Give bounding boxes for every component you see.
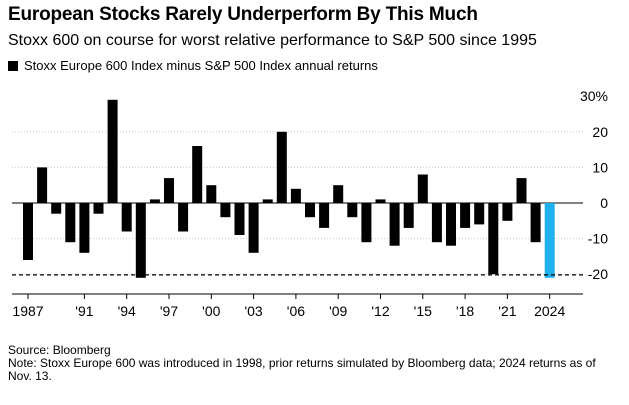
bar-2007 [305, 203, 315, 218]
bar-2010 [347, 203, 358, 218]
legend-swatch [8, 60, 18, 71]
legend: Stoxx Europe 600 Index minus S&P 500 Ind… [8, 58, 378, 73]
bar-1989 [51, 203, 62, 214]
bar-1995 [135, 203, 146, 278]
y-tick-label: 10 [592, 159, 608, 175]
x-tick-label: '15 [414, 303, 432, 319]
bar-2012 [375, 199, 386, 203]
x-tick-label: '09 [329, 303, 347, 319]
bar-2014 [403, 203, 414, 228]
chart-subtitle: Stoxx 600 on course for worst relative p… [8, 32, 537, 49]
bar-1994 [121, 203, 132, 232]
bar-2000 [206, 185, 217, 203]
bar-highlight-2024 [544, 203, 555, 278]
bar-2016 [431, 203, 442, 243]
bar-1999 [192, 146, 203, 203]
x-axis: 1987 '91 '94 '97 '00 '03 '06 '09 '12 '15 '18 '21 202… [12, 293, 583, 319]
bar-1988 [37, 167, 48, 203]
bar-2017 [446, 203, 456, 246]
x-tick-label: '94 [118, 303, 136, 319]
bar-2023 [530, 203, 541, 243]
bar-2015 [417, 174, 428, 203]
bar-2009 [333, 185, 344, 203]
bar-2006 [290, 188, 301, 203]
bar-2020 [488, 203, 499, 275]
y-tick-label: -10 [588, 231, 608, 247]
x-tick-label: 1987 [12, 303, 43, 319]
bar-chart: 30% 20 10 0 -10 -20 1987 '91 '94 '97 '00 '03 '06 '09… [12, 88, 608, 319]
x-tick-label: '06 [287, 303, 305, 319]
bar-1991 [79, 203, 90, 253]
source-note: Source: Bloomberg [8, 343, 111, 357]
bar-2013 [389, 203, 400, 246]
legend-label: Stoxx Europe 600 Index minus S&P 500 Ind… [24, 58, 378, 73]
x-tick-label: '03 [244, 303, 262, 319]
bar-1993 [107, 99, 118, 203]
y-tick-label: 0 [600, 195, 608, 211]
chart-title: European Stocks Rarely Underperform By T… [8, 4, 478, 25]
x-tick-label: '97 [160, 303, 178, 319]
bar-2002 [234, 203, 245, 235]
x-tick-label: '91 [75, 303, 93, 319]
bar-2021 [502, 203, 513, 221]
bar-2011 [361, 203, 372, 243]
bar-2004 [262, 199, 273, 203]
bar-2003 [248, 203, 259, 253]
bar-2008 [319, 203, 330, 228]
bar-2001 [220, 203, 231, 218]
bar-2005 [276, 131, 287, 203]
x-tick-label: '00 [202, 303, 220, 319]
y-tick-label: -20 [588, 266, 608, 282]
footer: Source: Bloomberg Note: Stoxx Europe 600… [8, 344, 620, 383]
y-tick-label: 30% [580, 88, 608, 104]
bars [23, 99, 555, 278]
bar-1998 [178, 203, 189, 232]
x-tick-label: '12 [371, 303, 389, 319]
bar-2019 [474, 203, 485, 225]
bar-1987 [23, 203, 33, 260]
bar-1996 [149, 199, 160, 203]
x-tick-label: '21 [498, 303, 516, 319]
y-tick-label: 20 [592, 124, 608, 140]
bar-2022 [516, 178, 527, 203]
bar-1997 [164, 178, 174, 203]
y-axis: 30% 20 10 0 -10 -20 [580, 88, 608, 282]
x-tick-label: 2024 [534, 303, 565, 319]
x-tick-label: '18 [456, 303, 474, 319]
footnote: Note: Stoxx Europe 600 was introduced in… [8, 356, 596, 383]
bar-1990 [65, 203, 76, 243]
bar-1992 [93, 203, 104, 214]
bar-2018 [460, 203, 471, 228]
